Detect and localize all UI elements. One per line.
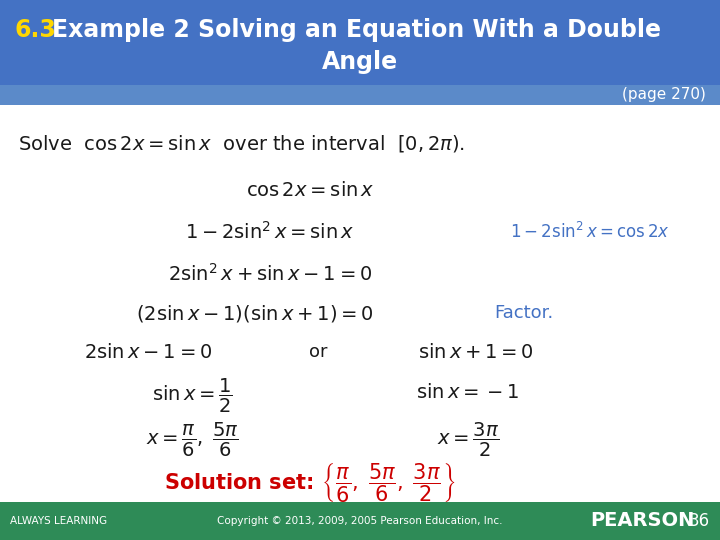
Text: Factor.: Factor. xyxy=(494,304,553,322)
Bar xyxy=(0,0,720,85)
Text: $\cos 2x = \sin x$: $\cos 2x = \sin x$ xyxy=(246,181,374,200)
Text: $x = \dfrac{3\pi}{2}$: $x = \dfrac{3\pi}{2}$ xyxy=(437,421,499,459)
Text: $\sin x = -1$: $\sin x = -1$ xyxy=(416,383,520,402)
Text: $\sin x = \dfrac{1}{2}$: $\sin x = \dfrac{1}{2}$ xyxy=(151,377,233,415)
Text: or: or xyxy=(309,343,328,361)
Text: (page 270): (page 270) xyxy=(622,87,706,103)
Text: $1 - 2\sin^2 x = \cos 2x$: $1 - 2\sin^2 x = \cos 2x$ xyxy=(510,222,670,242)
Text: Example 2 Solving an Equation With a Double: Example 2 Solving an Equation With a Dou… xyxy=(52,18,661,42)
Bar xyxy=(0,502,720,540)
Text: $(2\sin x - 1)(\sin x + 1) = 0$: $(2\sin x - 1)(\sin x + 1) = 0$ xyxy=(136,302,374,323)
Text: $2\sin x - 1 = 0$: $2\sin x - 1 = 0$ xyxy=(84,342,212,361)
Text: $2\sin^2 x + \sin x - 1 = 0$: $2\sin^2 x + \sin x - 1 = 0$ xyxy=(168,263,372,285)
Text: 36: 36 xyxy=(689,512,710,530)
Text: 6.3: 6.3 xyxy=(14,18,56,42)
Text: Solution set: $\left\{\dfrac{\pi}{6},\; \dfrac{5\pi}{6},\; \dfrac{3\pi}{2}\right: Solution set: $\left\{\dfrac{\pi}{6},\; … xyxy=(164,462,456,504)
Text: Angle: Angle xyxy=(322,50,398,74)
Text: ALWAYS LEARNING: ALWAYS LEARNING xyxy=(10,516,107,526)
Text: $x = \dfrac{\pi}{6},\; \dfrac{5\pi}{6}$: $x = \dfrac{\pi}{6},\; \dfrac{5\pi}{6}$ xyxy=(145,421,238,459)
Text: $\sin x + 1 = 0$: $\sin x + 1 = 0$ xyxy=(418,342,534,361)
Text: $1 - 2\sin^2 x = \sin x$: $1 - 2\sin^2 x = \sin x$ xyxy=(185,221,355,243)
Text: Solve  $\cos 2x = \sin x$  over the interval  $[0, 2\pi)$.: Solve $\cos 2x = \sin x$ over the interv… xyxy=(18,132,465,153)
Bar xyxy=(0,85,720,105)
Text: PEARSON: PEARSON xyxy=(590,511,694,530)
Text: Copyright © 2013, 2009, 2005 Pearson Education, Inc.: Copyright © 2013, 2009, 2005 Pearson Edu… xyxy=(217,516,503,526)
